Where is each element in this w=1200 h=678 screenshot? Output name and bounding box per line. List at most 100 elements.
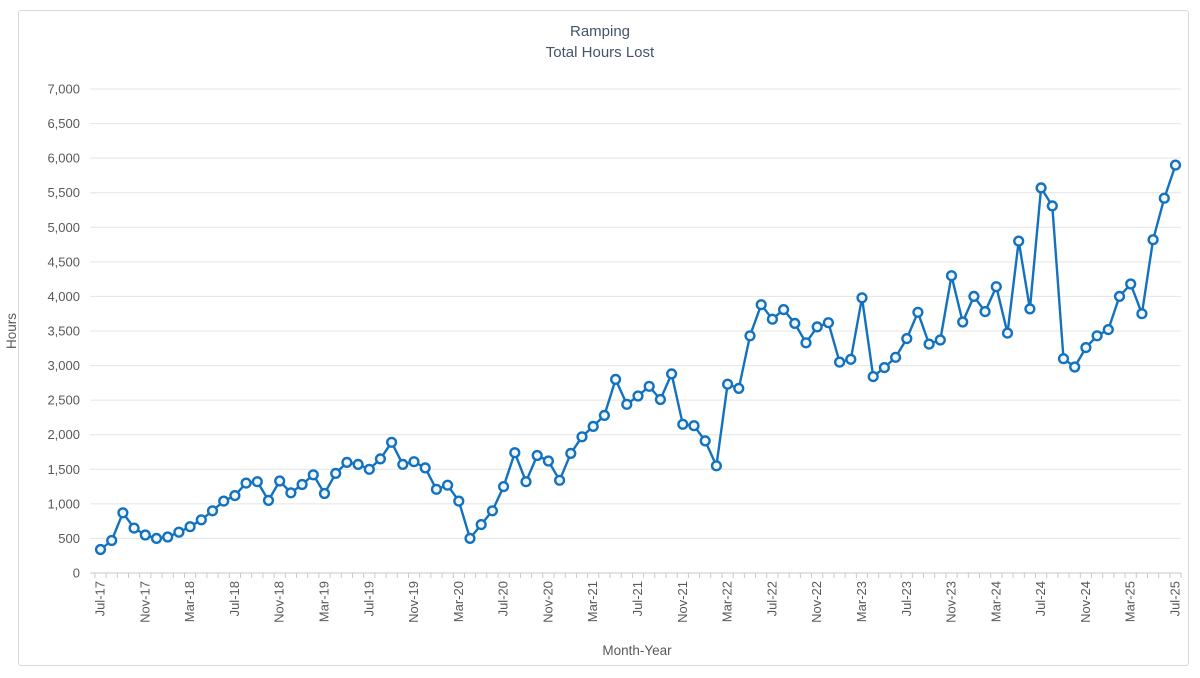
x-tick-label: Nov-24: [1078, 581, 1093, 623]
x-tick-label: Jul-19: [361, 581, 376, 616]
x-tick-label: Jul-24: [1033, 581, 1048, 616]
x-tick-label: Nov-17: [137, 581, 152, 623]
data-point-marker: [542, 455, 555, 467]
data-point-marker: [856, 292, 868, 304]
x-tick-label: Mar-23: [854, 581, 869, 622]
data-point-marker: [397, 458, 409, 471]
data-point-marker: [1169, 159, 1182, 171]
data-point-marker: [665, 368, 678, 380]
data-point-marker: [1091, 330, 1103, 342]
x-tick-label: Mar-24: [988, 581, 1003, 622]
y-tick-label: 3,000: [47, 358, 80, 373]
x-tick-label: Nov-23: [944, 581, 959, 623]
series-group: [94, 159, 1182, 556]
x-tick-label: Nov-19: [406, 581, 421, 623]
data-point-marker: [1125, 278, 1137, 290]
chart-title-line2: Total Hours Lost: [545, 44, 655, 61]
chart-border-frame: [18, 10, 1189, 666]
data-point-marker: [106, 534, 118, 547]
data-point-marker: [576, 431, 588, 443]
data-point-marker: [195, 514, 207, 526]
data-point-marker: [867, 371, 879, 383]
data-point-marker: [352, 458, 364, 471]
x-tick-label: Nov-18: [272, 581, 287, 623]
data-point-marker: [777, 304, 790, 316]
data-point-marker: [1147, 234, 1159, 246]
data-point-marker: [789, 317, 801, 330]
data-point-marker: [94, 543, 107, 556]
data-point-marker: [442, 479, 454, 491]
data-point-marker: [733, 382, 745, 395]
data-point-marker: [419, 462, 431, 474]
data-point-marker: [374, 453, 387, 465]
x-tick-label: Jul-20: [496, 581, 511, 616]
data-point-marker: [621, 398, 633, 410]
data-point-marker: [1080, 342, 1092, 354]
x-tick-label: Mar-21: [585, 581, 600, 622]
data-point-marker: [173, 526, 185, 538]
data-point-marker: [553, 474, 566, 486]
x-tick-label: Jul-22: [764, 581, 779, 616]
data-point-marker: [677, 418, 689, 430]
y-tick-label: 4,000: [47, 289, 80, 304]
data-point-marker: [486, 505, 499, 517]
x-axis-title: Month-Year: [602, 643, 672, 658]
data-point-marker: [755, 299, 767, 311]
data-point-marker: [128, 522, 140, 534]
data-point-marker: [1113, 290, 1126, 303]
series-line: [99, 163, 1177, 551]
data-point-marker: [990, 281, 1002, 293]
data-point-marker: [811, 321, 823, 333]
data-point-marker: [968, 290, 980, 303]
data-point-marker: [1001, 327, 1014, 339]
data-point-marker: [912, 306, 924, 318]
data-point-marker: [408, 456, 420, 468]
data-point-marker: [1158, 192, 1170, 204]
data-point-marker: [274, 475, 286, 487]
data-point-marker: [1046, 200, 1058, 212]
data-point-marker: [609, 373, 622, 386]
data-point-marker: [1024, 303, 1036, 315]
data-point-marker: [307, 469, 319, 481]
y-tick-label: 7,000: [47, 82, 80, 97]
data-point-marker: [934, 334, 946, 346]
chart-title-line1: Ramping: [569, 23, 631, 40]
data-point-marker: [531, 449, 543, 462]
x-tick-label: Nov-21: [675, 581, 690, 623]
x-tick-label: Nov-20: [540, 581, 555, 623]
x-tick-label: Jul-17: [93, 581, 108, 616]
data-point-marker: [296, 478, 308, 491]
y-tick-label: 1,500: [47, 462, 80, 477]
data-point-marker: [688, 420, 700, 432]
data-point-marker: [878, 362, 891, 374]
data-point-marker: [822, 317, 835, 329]
data-point-marker: [475, 518, 487, 531]
data-point-marker: [285, 487, 297, 499]
y-tick-label: 4,500: [47, 254, 80, 269]
data-point-marker: [1035, 182, 1047, 194]
data-point-marker: [363, 463, 375, 475]
data-point-marker: [240, 477, 252, 489]
y-tick-label: 5,500: [47, 185, 80, 200]
y-tick-label: 3,500: [47, 324, 80, 339]
data-point-marker: [923, 338, 935, 350]
data-point-marker: [800, 337, 812, 349]
data-point-marker: [509, 447, 521, 459]
data-point-marker: [643, 380, 655, 392]
data-point-marker: [262, 494, 275, 507]
data-point-marker: [464, 532, 476, 545]
x-tick-label: Mar-18: [182, 581, 197, 622]
data-point-marker: [587, 420, 599, 433]
x-tick-label: Jul-21: [630, 581, 645, 616]
x-tick-label: Mar-25: [1123, 581, 1138, 622]
data-point-marker: [710, 460, 723, 472]
data-point-marker: [957, 316, 969, 328]
y-tick-label: 6,500: [47, 116, 80, 131]
gridlines-group: [90, 88, 1181, 539]
data-point-marker: [330, 467, 342, 480]
data-point-marker: [979, 306, 991, 318]
data-point-marker: [150, 532, 163, 545]
x-tick-label: Jul-25: [1168, 581, 1183, 616]
data-point-marker: [1136, 308, 1148, 320]
